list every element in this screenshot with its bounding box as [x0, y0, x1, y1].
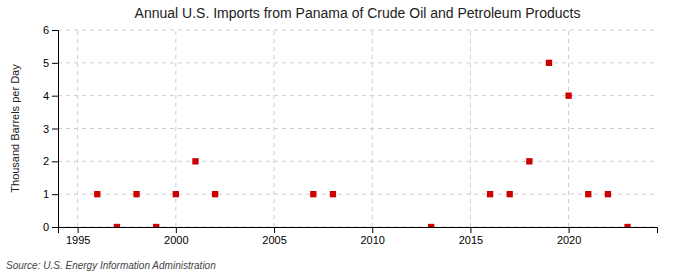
tick-mark — [470, 227, 471, 233]
tick-mark — [274, 227, 275, 233]
tick-label: 1 — [43, 188, 49, 200]
grid-line-y — [58, 128, 657, 129]
point — [212, 191, 218, 197]
tick: 1995 — [66, 227, 90, 246]
tick-mark — [52, 30, 58, 31]
point — [173, 191, 179, 197]
point — [565, 93, 571, 99]
point — [330, 191, 336, 197]
tick: 5 — [43, 57, 58, 69]
tick: 2000 — [164, 227, 188, 246]
grid-line-x — [568, 30, 569, 227]
tick-label: 6 — [43, 24, 49, 36]
tick-label: 2000 — [164, 234, 188, 246]
tick: 6 — [43, 24, 58, 36]
point — [153, 224, 159, 227]
point — [507, 191, 513, 197]
tick: 2010 — [360, 227, 384, 246]
point — [133, 191, 139, 197]
tick-mark — [52, 96, 58, 97]
tick: 4 — [43, 90, 58, 102]
grid-line-y — [58, 62, 657, 63]
point — [114, 224, 120, 227]
grid-line-x — [175, 30, 176, 227]
tick-label: 2010 — [360, 234, 384, 246]
grid-line-x — [77, 30, 78, 227]
tick-label: 2020 — [557, 234, 581, 246]
tick: 3 — [43, 123, 58, 135]
y-axis: 0 1 2 3 4 5 6 — [43, 24, 59, 233]
tick-label: 1995 — [66, 234, 90, 246]
tick-mark — [176, 227, 177, 233]
tick-mark — [52, 194, 58, 195]
point — [526, 158, 532, 164]
grid-line-x — [470, 30, 471, 227]
tick: 0 — [43, 221, 58, 233]
y-axis-title: Thousand Barrels per Day — [9, 64, 21, 193]
y-axis-line — [52, 31, 59, 228]
grid-line-y — [58, 161, 657, 162]
tick-mark — [52, 63, 58, 64]
tick: 2 — [43, 155, 58, 167]
tick-label: 5 — [43, 57, 49, 69]
tick-label: 0 — [43, 221, 49, 233]
tick: 2015 — [459, 227, 483, 246]
tick: 1 — [43, 188, 58, 200]
x-axis: 1995 2000 2005 2010 2015 2020 — [59, 227, 658, 246]
tick-mark — [52, 161, 58, 162]
point — [605, 191, 611, 197]
point — [624, 224, 630, 227]
point — [546, 60, 552, 66]
point — [310, 191, 316, 197]
x-axis-line — [59, 228, 658, 234]
grid-line-x — [372, 30, 373, 227]
tick-label: 3 — [43, 123, 49, 135]
tick-mark — [569, 227, 570, 233]
grid-line-y — [58, 194, 657, 195]
point — [192, 158, 198, 164]
grid — [58, 30, 657, 227]
point — [487, 191, 493, 197]
point — [94, 191, 100, 197]
tick-label: 2005 — [262, 234, 286, 246]
tick-mark — [372, 227, 373, 233]
point — [428, 224, 434, 227]
tick-mark — [52, 129, 58, 130]
point — [585, 191, 591, 197]
tick: 2005 — [262, 227, 286, 246]
tick-label: 2015 — [459, 234, 483, 246]
tick-mark — [78, 227, 79, 233]
tick: 2020 — [557, 227, 581, 246]
grid-line-y — [58, 30, 657, 31]
title: Annual U.S. Imports from Panama of Crude… — [135, 5, 581, 21]
tick-label: 4 — [43, 90, 49, 102]
source: Source: U.S. Energy Information Administ… — [6, 260, 216, 271]
grid-line-x — [274, 30, 275, 227]
chart: 1995 2000 2005 2010 2015 2020 0 1 2 3 4 5 6 Annual U.… — [0, 0, 675, 275]
tick-label: 2 — [43, 155, 49, 167]
tick-mark — [52, 227, 58, 228]
plot-area — [94, 60, 631, 227]
